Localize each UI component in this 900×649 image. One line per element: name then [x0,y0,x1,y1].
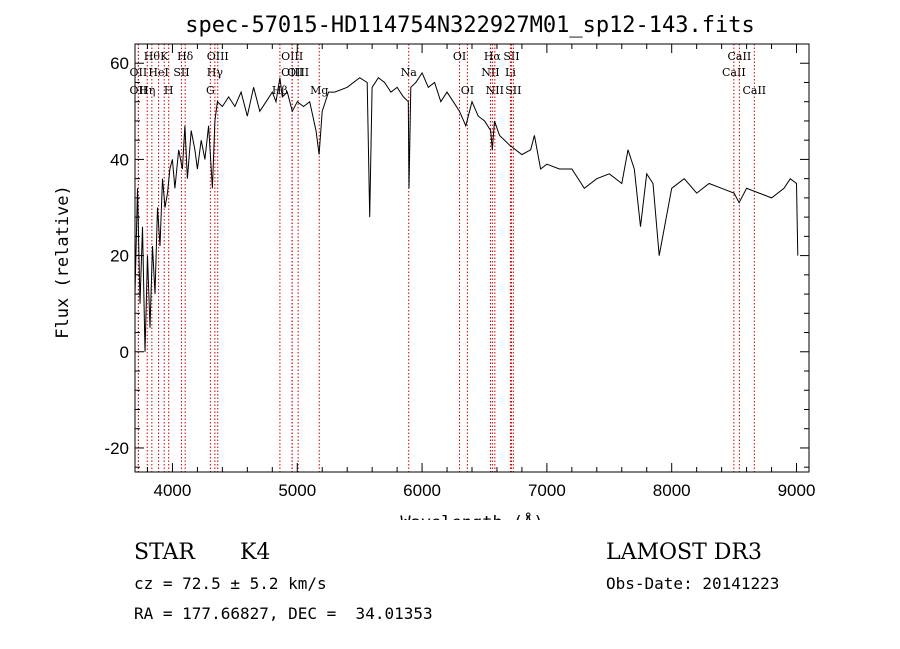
spectral-line-label: SII [503,50,519,63]
x-tick-label: 9000 [778,481,816,500]
y-tick-label: -20 [104,439,129,458]
object-subclass: K4 [240,540,271,565]
survey-name: LAMOST DR3 [606,540,762,565]
spectral-line-label: OII [130,84,148,97]
x-axis-label: Wavelength (Å) [400,511,543,520]
y-tick-label: 20 [110,247,129,266]
spectral-line-label: CaII [742,84,766,97]
observation-date: Obs-Date: 20141223 [606,574,780,593]
plot-axes: 4000 5000 6000 7000 8000 9000 -20 0 20 40 60 [104,43,816,500]
chart-title: spec-57015-HD114754N322927M01_sp12-143.f… [185,13,755,38]
spectral-line-label: Hη [139,84,155,97]
spectral-line-label: Mg [310,84,328,97]
spectral-line-label: Hθ [144,50,161,63]
x-tick-label: 4000 [154,481,192,500]
spectrum-line [134,71,799,352]
y-tick-label: 0 [120,343,129,362]
y-tick-label: 40 [110,150,129,169]
spectrum-chart: spec-57015-HD114754N322927M01_sp12-143.f… [53,13,816,520]
spectral-line-label: G [206,84,215,97]
spectral-line-label: Hβ [272,84,288,97]
object-class: STAR [134,540,195,565]
spectral-line-label: Hγ [207,66,224,79]
spectral-line-markers: OIIOIIHηHθHeIKHSIIHδGHγOIIIHβOIIIOIIIOII… [130,44,766,472]
spectral-line-label: SII [505,84,521,97]
spectral-line-label: Li [505,66,516,79]
x-tick-label: 6000 [403,481,441,500]
spectrum-series [134,71,799,352]
spectral-line-label: OI [453,50,466,63]
redshift-value: cz = 72.5 ± 5.2 km/s [134,574,327,593]
y-tick-label: 60 [110,54,129,73]
spectral-line-label: H [164,84,174,97]
spectral-line-label: OIII [287,66,309,79]
x-tick-label: 5000 [278,481,316,500]
spectral-line-label: Hδ [177,50,194,63]
y-axis-label: Flux (relative) [53,185,73,339]
spectral-line-label: OIII [207,50,229,63]
x-tick-label: 8000 [653,481,691,500]
spectral-line-label: OI [461,84,474,97]
plot-frame [134,43,810,473]
x-tick-label: 7000 [528,481,566,500]
spectral-line-label: SII [173,66,189,79]
coordinates: RA = 177.66827, DEC = 34.01353 [134,604,433,623]
spectral-line-label: HeI [148,66,168,79]
spectral-line-label: OIII [281,50,303,63]
spectral-line-label: NII [481,66,499,79]
spectral-line-label: K [160,50,169,63]
spectral-line-label: CaII [722,66,746,79]
spectral-line-label: Hα [484,50,502,63]
spectral-line-label: Na [401,66,418,79]
spectral-line-label: CaII [728,50,752,63]
spectral-line-label: NII [486,84,504,97]
